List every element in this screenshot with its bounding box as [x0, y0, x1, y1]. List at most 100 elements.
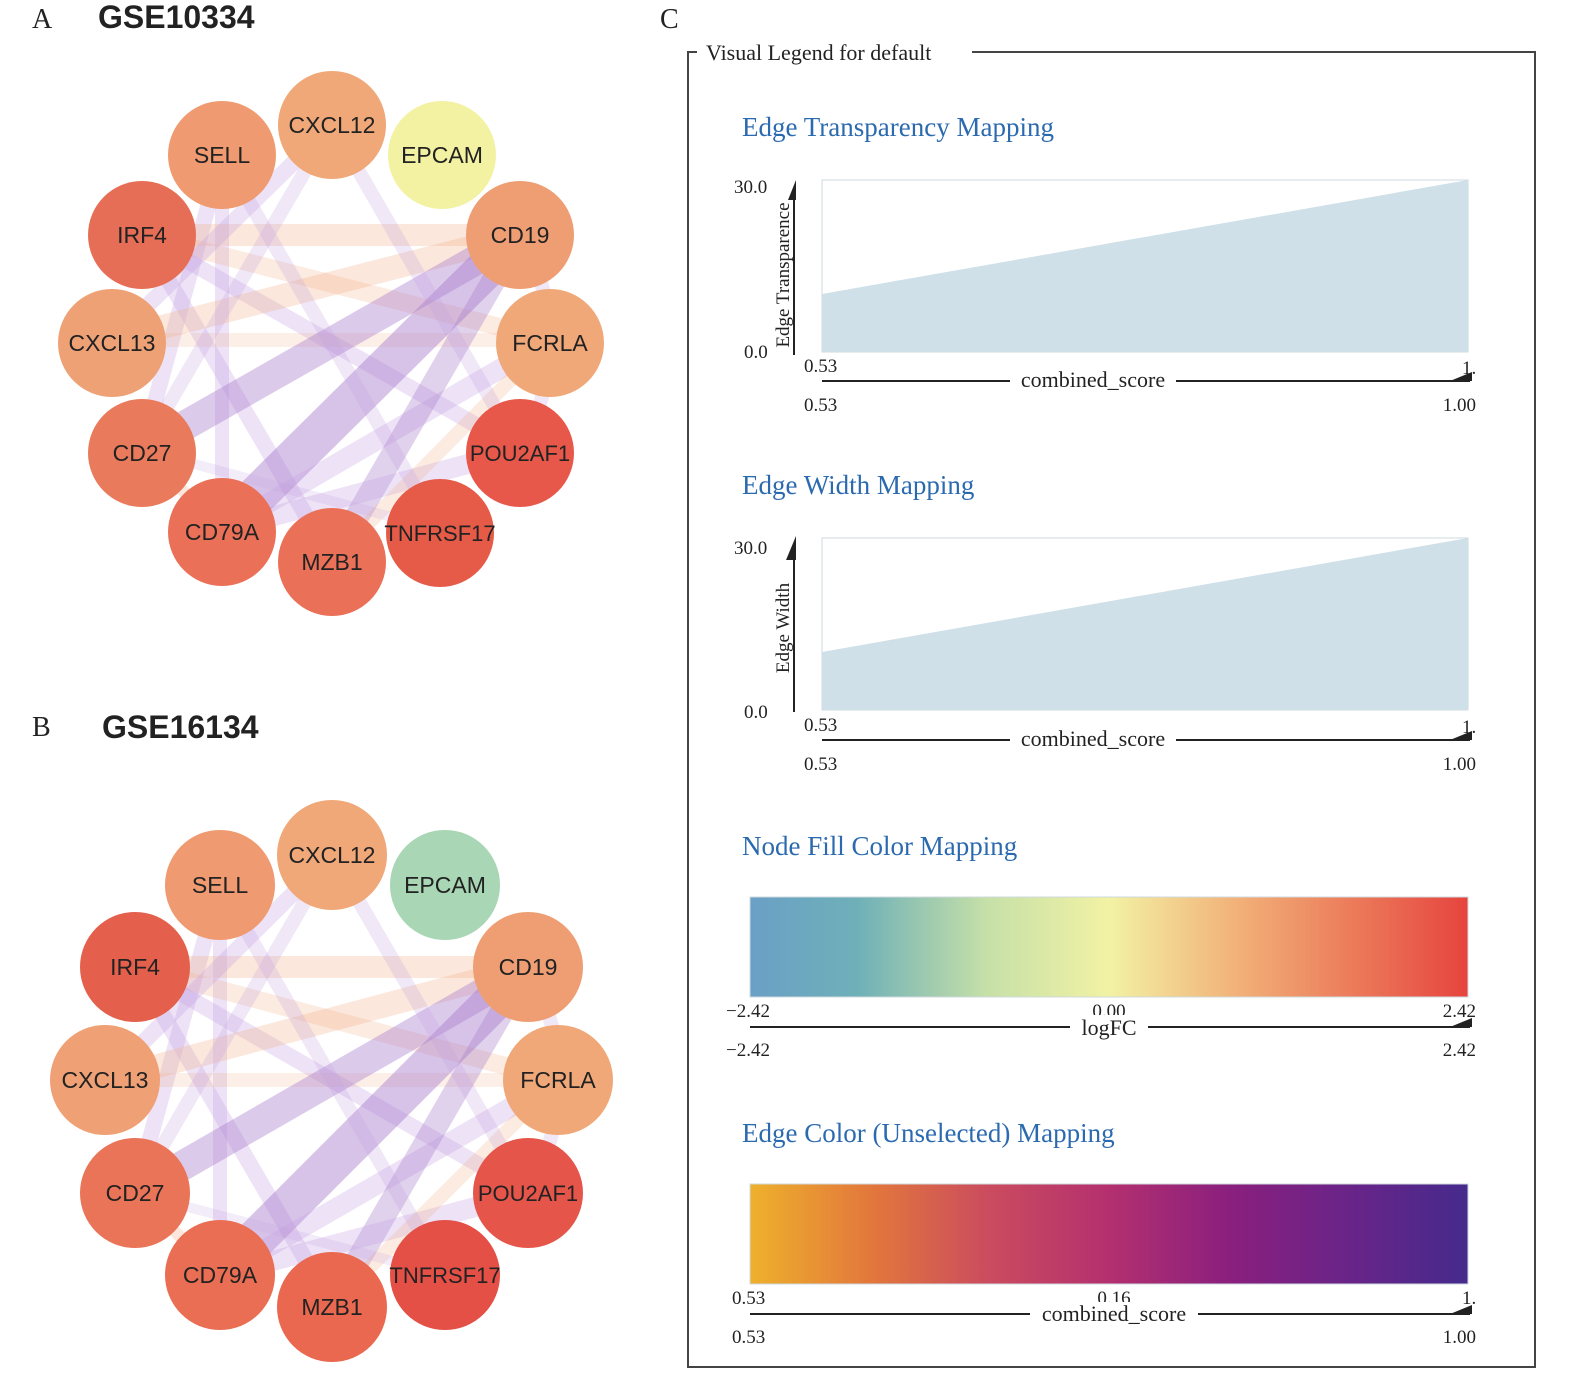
node-label: SELL	[192, 872, 248, 898]
node-label: CXCL13	[62, 1067, 149, 1093]
x-label-bg	[1030, 1302, 1198, 1326]
node-label: TNFRSF17	[389, 1263, 500, 1288]
node-mzb1	[277, 1252, 387, 1362]
node-irf4	[80, 912, 190, 1022]
node-cd79a	[168, 478, 276, 586]
combined-score-color-bar	[749, 1183, 1469, 1285]
node-fcrla	[496, 289, 604, 397]
edge-width-section: Edge Width Mapping 30.0 0.0 Edge Width 0…	[734, 470, 1476, 775]
section-title: Edge Color (Unselected) Mapping	[742, 1118, 1115, 1148]
panel-b-title: GSE16134	[102, 709, 259, 745]
x-axis-label: combined_score	[1042, 1301, 1186, 1326]
edge	[321, 228, 531, 567]
node-label: MZB1	[301, 1294, 362, 1320]
legend-frame	[687, 51, 1536, 1368]
edge-color-section: Edge Color (Unselected) Mapping 0.53 0.1…	[732, 1118, 1476, 1348]
node-label: CD19	[491, 222, 550, 248]
edge	[321, 960, 539, 1312]
panel-a-title: GSE10334	[98, 0, 255, 35]
node-fill-color-section: Node Fill Color Mapping −2.42 0.00 2.42 …	[726, 831, 1476, 1061]
x-axis-label: combined_score	[1021, 367, 1165, 392]
x-axis-label: combined_score	[1021, 726, 1165, 751]
node-label: FCRLA	[512, 330, 588, 356]
node-label: TNFRSF17	[384, 521, 495, 546]
edge	[132, 958, 561, 1089]
panel-b-edges	[99, 849, 566, 1312]
x-start-label: 0.53	[804, 715, 837, 736]
range-min: 0.53	[804, 395, 837, 416]
node-label: CD79A	[185, 519, 260, 545]
edge	[101, 955, 532, 1092]
mapping-area	[822, 538, 1468, 710]
panel-a-letter: A	[32, 4, 53, 35]
panel-c: C Visual Legend for default Edge Transpa…	[660, 4, 1536, 1368]
mapping-area	[822, 180, 1468, 352]
panel-a-edges	[106, 119, 557, 567]
edge	[215, 1071, 563, 1284]
node-label: CD27	[113, 440, 172, 466]
node-label: CXCL12	[289, 842, 376, 868]
edge	[127, 953, 536, 1207]
node-label: IRF4	[110, 954, 160, 980]
range-min: 0.53	[732, 1327, 765, 1348]
edge-transparency-section: Edge Transparency Mapping 30.0 0.0 Edge …	[734, 112, 1476, 416]
edge	[135, 121, 339, 454]
edge	[216, 331, 556, 539]
node-cd19	[466, 181, 574, 289]
x-start-label: 0.53	[804, 356, 837, 377]
node-label: CXCL12	[289, 112, 376, 138]
node-label: EPCAM	[404, 872, 486, 898]
panel-a-nodes: CXCL12 EPCAM CD19 FCRLA POU2AF1 TNFRSF17 MZB1 C…	[58, 71, 604, 616]
node-label: CD79A	[183, 1262, 258, 1288]
node-epcam	[390, 830, 500, 940]
edge	[207, 220, 535, 545]
y-max-label: 30.0	[734, 538, 767, 559]
edge	[205, 952, 543, 1290]
node-fcrla	[503, 1025, 613, 1135]
node-tnfrsf17	[386, 479, 494, 587]
y-axis-arrow	[788, 180, 796, 200]
range-min: −2.42	[726, 1040, 770, 1061]
node-label: EPCAM	[401, 142, 483, 168]
node-label: POU2AF1	[470, 441, 570, 466]
node-label: CD19	[499, 954, 558, 980]
node-sell	[165, 830, 275, 940]
tick-left: 0.53	[732, 1288, 765, 1309]
node-mzb1	[278, 508, 386, 616]
node-label: SELL	[194, 142, 250, 168]
node-cxcl12	[278, 71, 386, 179]
node-label: POU2AF1	[478, 1181, 578, 1206]
x-axis-arrow	[1450, 1018, 1472, 1027]
edge	[135, 230, 339, 565]
node-cd27	[88, 399, 196, 507]
y-min-label: 0.0	[744, 342, 768, 363]
panel-b-letter: B	[32, 712, 51, 743]
tick-right: 2.42	[1443, 1001, 1476, 1022]
node-cd19	[473, 912, 583, 1022]
node-cd79a	[165, 1220, 275, 1330]
edge	[128, 851, 339, 1197]
node-epcam	[388, 101, 496, 209]
section-title: Edge Width Mapping	[742, 470, 974, 500]
edge	[109, 223, 523, 352]
y-axis-label: Edge Width	[773, 582, 794, 673]
x-label-bg	[1010, 727, 1176, 751]
panel-c-letter: C	[660, 4, 679, 35]
node-tnfrsf17	[390, 1220, 500, 1330]
node-cxcl13	[58, 289, 166, 397]
x-end-label: 1.	[1462, 358, 1476, 379]
range-max: 2.42	[1443, 1040, 1476, 1061]
node-cxcl13	[50, 1025, 160, 1135]
section-title: Edge Transparency Mapping	[742, 112, 1054, 142]
x-label-bg	[1010, 368, 1176, 392]
node-label: CD27	[106, 1180, 165, 1206]
logfc-color-bar	[749, 896, 1469, 998]
section-title: Node Fill Color Mapping	[742, 831, 1017, 861]
range-max: 1.00	[1443, 395, 1476, 416]
node-pou2af1	[466, 399, 574, 507]
legend-title: Visual Legend for default	[706, 40, 931, 65]
y-max-label: 30.0	[734, 177, 767, 198]
edge	[134, 221, 528, 464]
